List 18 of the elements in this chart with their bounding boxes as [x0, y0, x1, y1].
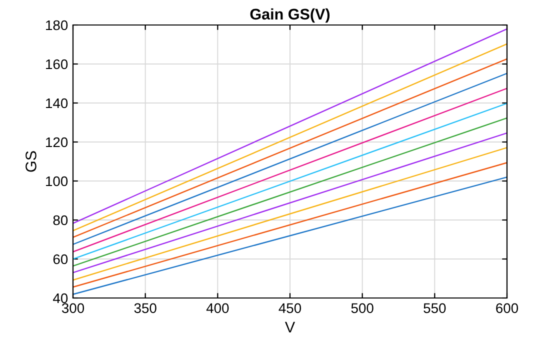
y-tick-label: 100	[46, 176, 68, 186]
y-tick-label: 60	[53, 254, 68, 264]
x-tick-label: 300	[62, 303, 84, 314]
y-tick-label: 120	[46, 137, 68, 148]
y-axis-title: GS	[26, 151, 36, 172]
y-tick-label: 40	[53, 293, 68, 304]
y-tick-label: 160	[46, 59, 68, 70]
x-axis-title: V	[284, 322, 296, 332]
x-tick-label: 350	[134, 303, 156, 314]
x-tick-label: 500	[351, 303, 374, 314]
x-tick-label: 600	[496, 303, 518, 314]
y-tick-label: 180	[46, 20, 68, 30]
x-tick-label: 450	[278, 303, 302, 314]
x-tick-label: 550	[424, 303, 446, 314]
y-tick-label: 80	[53, 215, 68, 226]
y-tick-label: 140	[46, 98, 68, 108]
x-tick-label: 400	[206, 303, 229, 314]
chart-title: Gain GS(V)	[250, 8, 330, 23]
